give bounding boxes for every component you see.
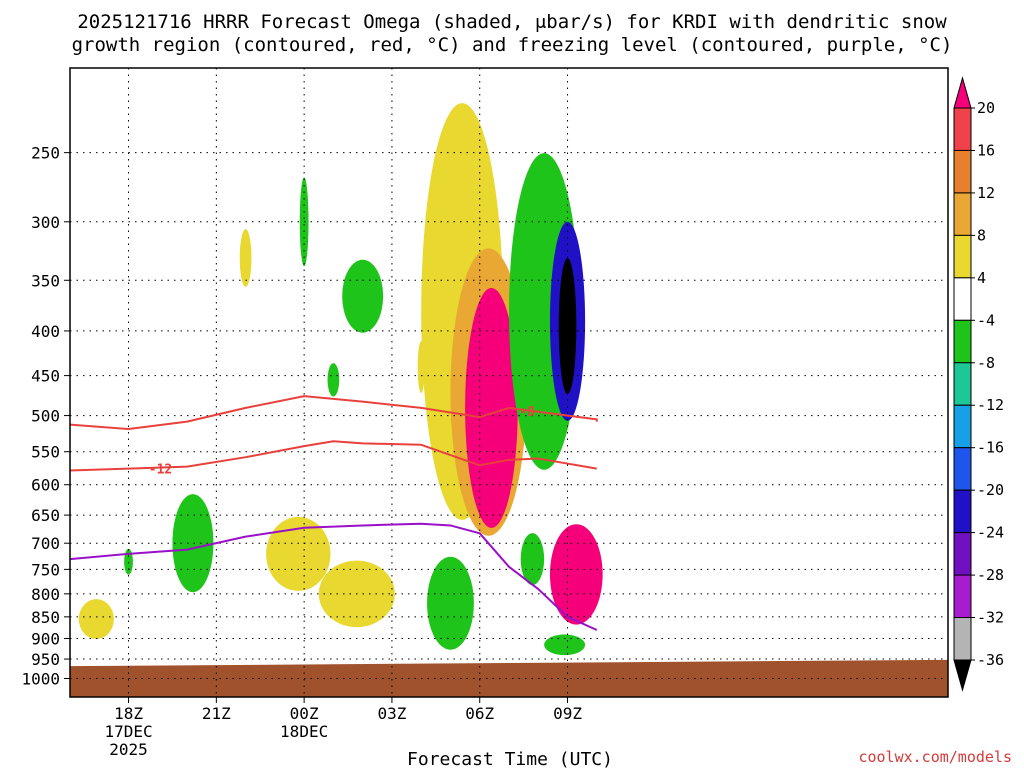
colorbar-label: -16 [977, 439, 1004, 457]
colorbar-swatch [953, 277, 972, 321]
omega-shaded-region [239, 229, 252, 287]
credit-text: coolwx.com/models [858, 748, 1012, 766]
omega-shaded-region [520, 533, 545, 586]
x-tick-label: 2025 [109, 740, 148, 759]
colorbar-label: -32 [977, 609, 1004, 627]
chart-title-line-1: 2025121716 HRRR Forecast Omega (shaded, … [77, 11, 947, 33]
omega-shaded-region [549, 524, 603, 625]
omega-shaded-region [327, 363, 340, 397]
omega-shaded-region [124, 548, 133, 575]
y-tick-label: 650 [31, 506, 60, 525]
plot-frame [69, 67, 949, 698]
colorbar-swatch [953, 447, 972, 491]
contour-label: -12 [149, 463, 172, 478]
colorbar-top-arrow [953, 76, 972, 109]
y-tick-label: 900 [31, 630, 60, 649]
colorbar-swatch [953, 149, 972, 194]
colorbar-swatch [953, 574, 972, 619]
x-tick-label: 06Z [465, 704, 494, 723]
plot-area: -8 -12 [69, 67, 949, 698]
x-tick-label: 09Z [553, 704, 582, 723]
colorbar-label: 16 [977, 141, 995, 159]
colorbar-swatch [953, 319, 972, 364]
y-tick-label: 400 [31, 322, 60, 341]
y-tick-label: 1000 [21, 669, 60, 688]
omega-shaded-region [266, 516, 331, 591]
terrain-surface [70, 659, 948, 697]
colorbar-label: -12 [977, 396, 1004, 414]
omega-shaded-region [78, 599, 114, 640]
colorbar-legend: 20 16 12 8 4 -4 -8 -12 -16 -20 -24 -28 -32 -36 [953, 76, 1004, 692]
colorbar-swatch [953, 362, 972, 406]
y-tick-label: 550 [31, 443, 60, 462]
contour-line [70, 395, 598, 430]
colorbar-label: -28 [977, 566, 1004, 584]
y-tick-label: 250 [31, 144, 60, 163]
x-tick-label: 21Z [202, 704, 231, 723]
contour-line [70, 440, 597, 472]
omega-shaded-region [544, 634, 586, 656]
chart-title-line-2: growth region (contoured, red, °C) and f… [72, 34, 953, 56]
y-tick-label: 450 [31, 367, 60, 386]
contour-label: -8 [519, 405, 535, 420]
x-tick-label: 18Z [114, 704, 143, 723]
colorbar-label: -36 [977, 651, 1004, 669]
colorbar-swatch [953, 489, 972, 534]
colorbar-label: 12 [977, 184, 995, 202]
colorbar-swatch [953, 404, 972, 449]
plot-content: -8 -12 [70, 68, 948, 697]
y-tick-label: 500 [31, 407, 60, 426]
colorbar-swatch [953, 532, 972, 576]
colorbar-label: -20 [977, 481, 1004, 499]
y-tick-label: 700 [31, 534, 60, 553]
colorbar-label: 20 [977, 99, 995, 117]
colorbar-label: -4 [977, 311, 995, 329]
x-tick-label: 18DEC [280, 722, 328, 741]
colorbar-label: 8 [977, 226, 986, 244]
omega-shaded-region [427, 556, 474, 650]
omega-shaded-region [342, 259, 384, 333]
omega-shaded-region [465, 287, 518, 528]
y-tick-label: 800 [31, 585, 60, 604]
y-tick-label: 750 [31, 560, 60, 579]
colorbar-label: 4 [977, 269, 986, 287]
colorbar-label: -8 [977, 354, 995, 372]
colorbar-swatch [953, 107, 972, 151]
x-axis-label: Forecast Time (UTC) [407, 749, 613, 768]
y-tick-label: 300 [31, 213, 60, 232]
y-tick-label: 600 [31, 476, 60, 495]
colorbar-bottom-arrow [953, 659, 972, 692]
colorbar-swatch [953, 192, 972, 236]
x-tick-label: 03Z [377, 704, 406, 723]
contour-line [70, 522, 598, 631]
y-tick-label: 350 [31, 271, 60, 290]
colorbar-swatch [953, 234, 972, 279]
x-tick-label: 00Z [290, 704, 319, 723]
colorbar-swatch [953, 617, 972, 661]
y-axis: 250 300 350 400 450 500 550 600 650 700 750 800 850 9… [21, 144, 70, 688]
colorbar-label: -24 [977, 524, 1004, 542]
y-tick-label: 850 [31, 608, 60, 627]
y-tick-label: 950 [31, 650, 60, 669]
omega-shaded-region [558, 258, 577, 395]
omega-shaded-region [172, 494, 214, 593]
x-tick-label: 17DEC [104, 722, 152, 741]
